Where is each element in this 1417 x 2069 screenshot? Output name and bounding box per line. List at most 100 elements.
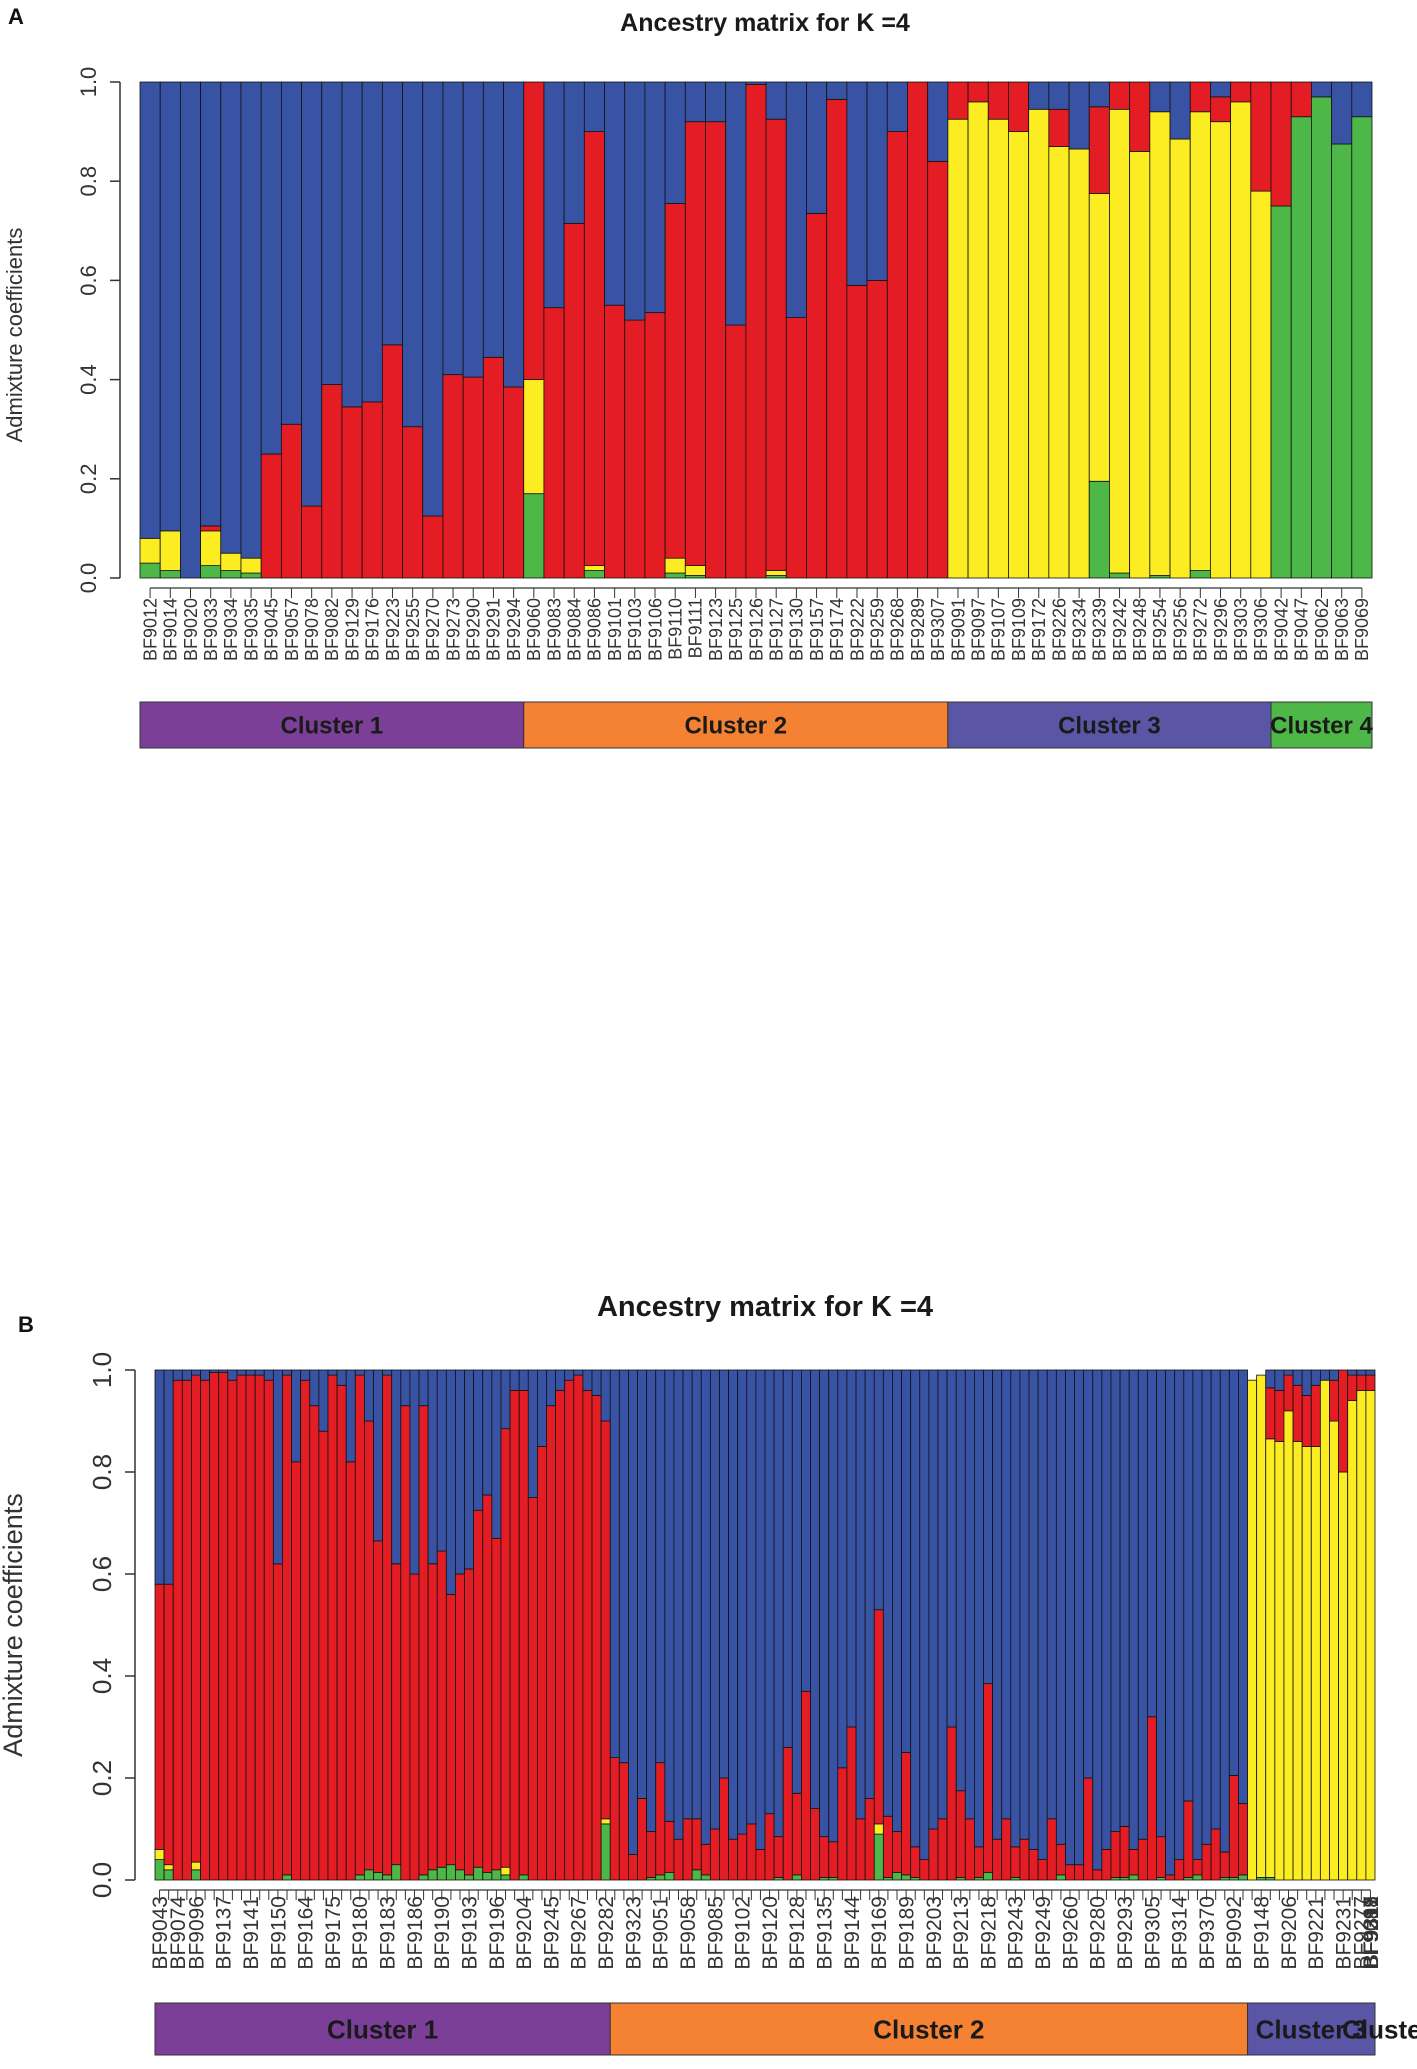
a-bar-26-blue <box>664 81 686 204</box>
a-bar-35-red <box>846 284 868 579</box>
a-sample-label: BF9111 <box>686 598 706 658</box>
b-bar-79-green <box>873 1833 884 1881</box>
b-bar-117-red <box>1219 1851 1230 1878</box>
b-bar-29-red <box>418 1405 429 1876</box>
b-bar-125-blue <box>1292 1369 1303 1386</box>
a-bar-22-blue <box>583 81 605 132</box>
b-bar-79-blue <box>873 1369 884 1611</box>
b-bar-95-blue <box>1019 1369 1030 1840</box>
b-bar-132-yellow <box>1356 1390 1367 1881</box>
b-bar-129-yellow <box>1329 1420 1339 1881</box>
b-bar-34-red <box>464 1568 475 1876</box>
b-bar-17-red <box>309 1405 320 1881</box>
b-bar-73-red <box>819 1836 830 1878</box>
b-bar-78-blue <box>864 1369 875 1799</box>
b-bar-103-blue <box>1092 1369 1103 1871</box>
b-bar-88-red <box>955 1790 966 1878</box>
b-sample-label: BF9217 <box>1360 1896 1383 1970</box>
a-bar-39-blue <box>927 81 949 162</box>
b-cluster-3 <box>1247 2002 1376 2056</box>
b-bar-56-blue <box>664 1369 675 1822</box>
b-bar-38-blue <box>500 1369 511 1430</box>
b-sample-label: BF9311 <box>1360 1896 1383 1968</box>
b-bar-79-yellow <box>873 1823 884 1835</box>
b-sample-label: BF9203 <box>923 1896 946 1970</box>
b-bar-59-blue <box>691 1369 702 1820</box>
b-bar-41-blue <box>527 1369 538 1498</box>
b-bar-56-green <box>664 1871 675 1881</box>
a-bar-16-red <box>462 376 484 579</box>
b-bar-122-blue <box>1265 1369 1276 1389</box>
a-bar-31-red <box>765 118 787 571</box>
b-sample-label: BF9221 <box>1305 1896 1328 1970</box>
b-sample-label: BF9150 <box>267 1896 290 1970</box>
b-bar-3-red <box>181 1379 192 1881</box>
y-axis-label-b: Admixture coefficients <box>0 1493 28 1757</box>
b-bar-10-red <box>245 1374 256 1881</box>
a-bar-43-yellow <box>1008 131 1030 579</box>
b-sample-label: BF9092 <box>1223 1896 1246 1970</box>
a-bar-30-blue <box>745 81 767 85</box>
a-bar-32-blue <box>785 81 807 319</box>
a-y-tick-label: 0.2 <box>76 464 101 495</box>
b-bar-4-yellow <box>191 1861 201 1871</box>
a-bar-50-yellow <box>1149 111 1171 576</box>
b-sample-label: BF9058 <box>677 1896 700 1970</box>
b-bar-121-yellow <box>1256 1374 1267 1878</box>
b-bar-52-blue <box>628 1369 638 1855</box>
a-bar-50-blue <box>1149 81 1171 113</box>
b-bar-23-green <box>364 1869 374 1881</box>
a-bar-20-red <box>543 307 565 579</box>
b-bar-29-green <box>418 1874 429 1881</box>
a-sample-label: BF9296 <box>1211 598 1231 661</box>
b-bar-25-green <box>382 1874 393 1881</box>
b-bar-118-red <box>1228 1775 1239 1878</box>
b-bar-57-red <box>673 1838 684 1881</box>
b-bar-17-blue <box>309 1369 320 1407</box>
b-y-tick-label: 0.6 <box>87 1556 117 1592</box>
a-bar-23-red <box>604 304 626 579</box>
b-bar-53-red <box>637 1798 648 1881</box>
b-bar-30-red <box>427 1563 438 1871</box>
b-bar-25-red <box>382 1374 393 1876</box>
a-bar-2-blue <box>179 81 201 579</box>
b-bar-1-yellow <box>163 1864 174 1871</box>
a-bar-9-red <box>321 384 343 579</box>
b-bar-76-blue <box>846 1369 857 1728</box>
b-bar-106-red <box>1119 1826 1130 1878</box>
b-bar-15-blue <box>291 1369 302 1463</box>
a-y-tick-label: 0.8 <box>76 166 101 197</box>
a-bar-1-yellow <box>159 530 181 571</box>
b-bar-132-red <box>1356 1374 1367 1391</box>
a-sample-label: BF9306 <box>1251 598 1271 661</box>
b-cluster-label-2: Cluster 2 <box>873 2014 984 2044</box>
b-bar-24-green <box>373 1871 384 1881</box>
b-bar-75-blue <box>837 1369 848 1769</box>
b-bar-123-yellow <box>1274 1441 1285 1881</box>
b-bar-23-blue <box>364 1369 374 1422</box>
b-bar-65-red <box>746 1823 757 1881</box>
b-cluster-1 <box>154 2002 611 2056</box>
b-bar-99-blue <box>1055 1369 1066 1845</box>
b-bar-83-blue <box>910 1369 921 1848</box>
b-bar-55-green <box>655 1874 666 1881</box>
a-bar-11-red <box>361 401 383 579</box>
b-bar-114-green <box>1192 1874 1203 1881</box>
b-sample-label: BF9141 <box>240 1896 263 1970</box>
b-bar-80-red <box>882 1815 893 1878</box>
a-sample-label: BF9303 <box>1231 598 1251 661</box>
b-bar-13-blue <box>272 1369 283 1565</box>
b-bar-116-red <box>1210 1828 1221 1881</box>
b-bar-26-green <box>391 1864 402 1881</box>
b-bar-32-red <box>445 1594 456 1866</box>
b-bar-6-blue <box>209 1369 220 1373</box>
b-bar-18-red <box>318 1430 329 1881</box>
a-bar-15-red <box>442 374 464 579</box>
b-bar-91-red <box>983 1683 994 1873</box>
a-bar-52-yellow <box>1189 111 1211 571</box>
a-cluster-label-1: Cluster 1 <box>281 713 384 740</box>
b-bar-51-red <box>618 1762 629 1881</box>
b-sample-label: BF9277 <box>1351 1896 1374 1970</box>
